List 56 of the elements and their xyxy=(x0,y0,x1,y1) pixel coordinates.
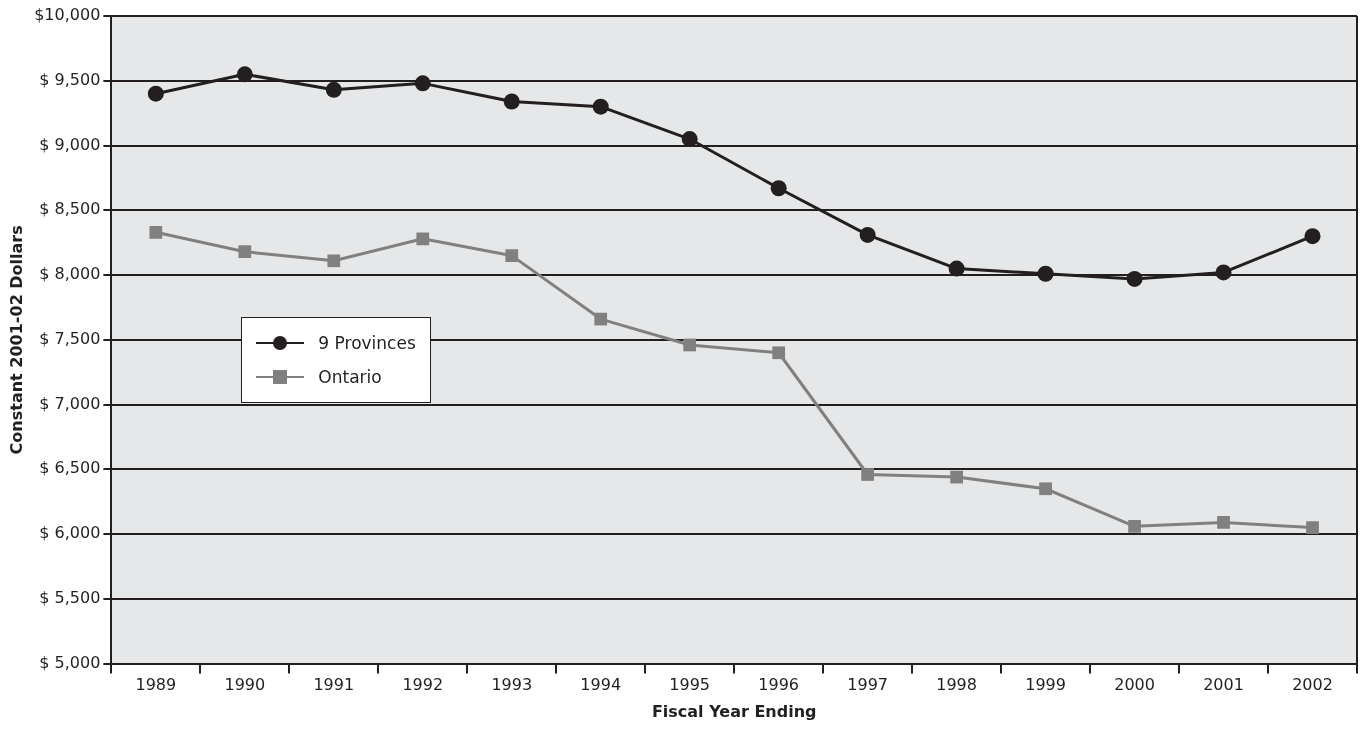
point xyxy=(859,226,876,243)
point xyxy=(770,180,787,197)
legend-label: 9 Provinces xyxy=(318,332,416,353)
point xyxy=(1215,264,1232,281)
y-axis-title: Constant 2001-02 Dollars xyxy=(6,225,26,455)
x-tick-label: 2002 xyxy=(1292,675,1333,695)
x-axis-title: Fiscal Year Ending xyxy=(651,701,817,721)
x-tick-label: 1998 xyxy=(936,675,977,695)
point xyxy=(149,225,163,239)
y-tick-label: $ 7,500 xyxy=(39,328,101,348)
point xyxy=(505,249,519,262)
point xyxy=(1217,516,1230,529)
point xyxy=(594,312,608,326)
y-tick-label: $ 8,000 xyxy=(39,264,101,284)
point xyxy=(592,98,609,115)
x-tick-label: 2001 xyxy=(1203,675,1244,695)
point xyxy=(948,260,965,277)
point xyxy=(1037,265,1054,282)
y-tick-label: $ 9,500 xyxy=(39,69,101,89)
point xyxy=(327,254,341,268)
point xyxy=(416,232,430,246)
point xyxy=(414,75,431,92)
x-tick-label: 1990 xyxy=(224,675,266,695)
x-tick-label: 1994 xyxy=(580,675,622,695)
legend-label: Ontario xyxy=(318,366,382,387)
x-tick-label: 1996 xyxy=(758,675,800,695)
y-tick-label: $ 7,000 xyxy=(39,393,101,413)
y-tick-label: $ 8,500 xyxy=(39,199,101,219)
x-tick-label: 1992 xyxy=(402,675,444,695)
point xyxy=(147,85,164,102)
point xyxy=(772,346,786,360)
x-tick-label: 1991 xyxy=(313,675,355,695)
x-tick-label: 1989 xyxy=(135,675,177,695)
point xyxy=(861,468,875,481)
y-tick-label: $ 6,000 xyxy=(39,523,101,543)
y-tick-label: $10,000 xyxy=(34,5,101,25)
point xyxy=(236,66,253,83)
point xyxy=(503,93,520,110)
point xyxy=(1126,270,1143,287)
point xyxy=(950,470,963,484)
point xyxy=(325,81,342,98)
point xyxy=(1039,482,1052,496)
y-tick-label: $ 6,500 xyxy=(39,458,101,478)
x-tick-label: 2000 xyxy=(1114,675,1155,695)
x-tick-label: 1997 xyxy=(847,675,888,695)
point xyxy=(1128,519,1141,533)
y-tick-label: $ 5,000 xyxy=(39,652,101,672)
x-tick-label: 1993 xyxy=(491,675,533,695)
point xyxy=(683,338,697,352)
y-tick-label: $ 5,500 xyxy=(39,588,101,607)
y-tick-label: $ 9,000 xyxy=(39,134,101,154)
x-tick-label: 1999 xyxy=(1025,675,1066,695)
point xyxy=(1304,228,1321,245)
point xyxy=(238,245,252,259)
point xyxy=(1306,521,1319,534)
x-tick-label: 1995 xyxy=(669,675,711,695)
